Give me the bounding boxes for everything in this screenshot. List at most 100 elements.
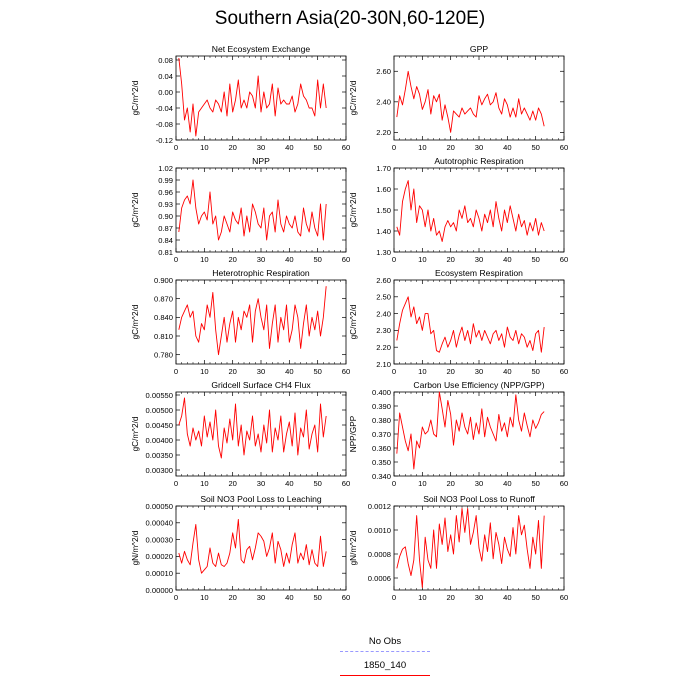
x-tick-label: 0 — [392, 479, 396, 488]
x-tick-label: 10 — [418, 143, 426, 152]
y-tick-label: 0.08 — [158, 56, 173, 65]
series-line-1 — [178, 518, 327, 574]
y-axis-label: NPP/GPP — [349, 415, 358, 452]
plot-frame — [393, 167, 565, 253]
x-tick-label: 60 — [560, 593, 568, 602]
series-line-1 — [396, 296, 545, 353]
y-tick-label: 1.02 — [158, 164, 173, 173]
y-tick-label: 0.04 — [158, 72, 173, 81]
panel-title: Ecosystem Respiration — [435, 268, 523, 278]
x-tick-label: 10 — [200, 593, 208, 602]
plot-frame — [175, 167, 347, 253]
x-tick-label: 20 — [446, 593, 454, 602]
x-tick-label: 0 — [174, 143, 178, 152]
panel-title: NPP — [252, 156, 270, 166]
panel-title: Heterotrophic Respiration — [212, 268, 310, 278]
x-tick-label: 20 — [446, 255, 454, 264]
series-line-1 — [178, 286, 327, 356]
panel-title: Autotrophic Respiration — [434, 156, 524, 166]
y-tick-label: 2.20 — [376, 128, 391, 137]
x-tick-label: 40 — [285, 255, 293, 264]
plot-frame — [393, 279, 565, 365]
legend-line-1850-140 — [340, 675, 430, 676]
y-tick-label: 0.380 — [372, 416, 391, 425]
y-tick-label: 0.370 — [372, 430, 391, 439]
x-tick-label: 30 — [257, 255, 265, 264]
x-tick-label: 0 — [174, 593, 178, 602]
figure-title: Southern Asia(20-30N,60-120E) — [214, 8, 486, 29]
y-tick-label: 2.40 — [376, 98, 391, 107]
x-tick-label: 40 — [503, 479, 511, 488]
x-tick-label: 40 — [503, 367, 511, 376]
chart-panel-5: Heterotrophic Respiration gC/m^2/d 0 10 20 30… — [131, 268, 350, 376]
x-tick-label: 10 — [200, 367, 208, 376]
y-tick-label: 1.70 — [376, 164, 391, 173]
y-tick-label: 0.00020 — [146, 552, 173, 561]
y-tick-label: 0.360 — [372, 444, 391, 453]
x-tick-label: 0 — [174, 479, 178, 488]
series-line-1 — [178, 179, 327, 241]
y-tick-label: 0.00550 — [146, 391, 173, 400]
y-tick-label: 0.810 — [154, 332, 173, 341]
x-tick-label: 60 — [560, 367, 568, 376]
y-axis-label: gN/m^2/d — [131, 530, 140, 565]
y-tick-label: 1.50 — [376, 206, 391, 215]
x-tick-label: 50 — [313, 479, 321, 488]
y-axis-label: gN/m^2/d — [349, 530, 358, 565]
y-tick-label: 0.350 — [372, 458, 391, 467]
x-tick-label: 20 — [228, 367, 236, 376]
chart-panel-4: Autotrophic Respiration gC/m^2/d 0 10 20 30 40… — [349, 156, 568, 264]
y-tick-label: 0.00050 — [146, 502, 173, 511]
chart-panel-8: Carbon Use Efficiency (NPP/GPP) NPP/GPP 0 1… — [349, 380, 568, 488]
panel-title: GPP — [470, 44, 488, 54]
y-tick-label: 1.30 — [376, 248, 391, 257]
x-tick-label: 20 — [446, 367, 454, 376]
x-tick-label: 30 — [257, 593, 265, 602]
y-tick-label: 0.99 — [158, 176, 173, 185]
chart-panel-10: Soil NO3 Pool Loss to Runoff gN/m^2/d 0 10 2… — [349, 494, 568, 602]
y-tick-label: 0.00000 — [146, 586, 173, 595]
series-line-1 — [396, 180, 545, 242]
x-tick-label: 50 — [313, 143, 321, 152]
x-tick-label: 30 — [257, 143, 265, 152]
y-tick-label: 0.900 — [154, 276, 173, 285]
y-tick-label: 0.400 — [372, 388, 391, 397]
series-line-1 — [178, 397, 327, 459]
x-tick-label: 20 — [228, 255, 236, 264]
y-tick-label: 2.30 — [376, 326, 391, 335]
x-tick-label: 50 — [531, 593, 539, 602]
y-tick-label: 0.00450 — [146, 421, 173, 430]
y-axis-label: gC/m^2/d — [131, 304, 140, 339]
legend: No Obs 1850_140 — [340, 636, 430, 684]
y-tick-label: 0.96 — [158, 188, 173, 197]
x-tick-label: 40 — [285, 479, 293, 488]
plot-frame — [175, 505, 347, 591]
chart-panel-2: GPP gC/m^2/d 0 10 20 30 40 50 60 2.20 2.40 2.60 — [349, 44, 568, 152]
y-axis-label: gC/m^2/d — [349, 192, 358, 227]
y-tick-label: 0.84 — [158, 236, 173, 245]
x-tick-label: 60 — [342, 593, 350, 602]
x-tick-label: 60 — [560, 143, 568, 152]
x-tick-label: 0 — [392, 367, 396, 376]
y-tick-label: 2.10 — [376, 360, 391, 369]
y-tick-label: 0.870 — [154, 294, 173, 303]
x-tick-label: 40 — [285, 593, 293, 602]
y-tick-label: 0.87 — [158, 224, 173, 233]
x-tick-label: 20 — [228, 479, 236, 488]
panel-title: Net Ecosystem Exchange — [212, 44, 311, 54]
y-tick-label: 0.390 — [372, 402, 391, 411]
x-tick-label: 10 — [200, 143, 208, 152]
x-tick-label: 30 — [475, 255, 483, 264]
x-tick-label: 50 — [531, 255, 539, 264]
x-tick-label: 30 — [475, 479, 483, 488]
y-tick-label: 2.40 — [376, 309, 391, 318]
x-tick-label: 60 — [342, 143, 350, 152]
series-line-1 — [396, 70, 545, 133]
x-tick-label: 10 — [418, 255, 426, 264]
x-tick-label: 60 — [342, 479, 350, 488]
x-tick-label: 30 — [475, 593, 483, 602]
y-tick-label: 0.0010 — [368, 526, 391, 535]
x-tick-label: 30 — [257, 479, 265, 488]
x-tick-label: 20 — [446, 479, 454, 488]
x-tick-label: 20 — [228, 593, 236, 602]
